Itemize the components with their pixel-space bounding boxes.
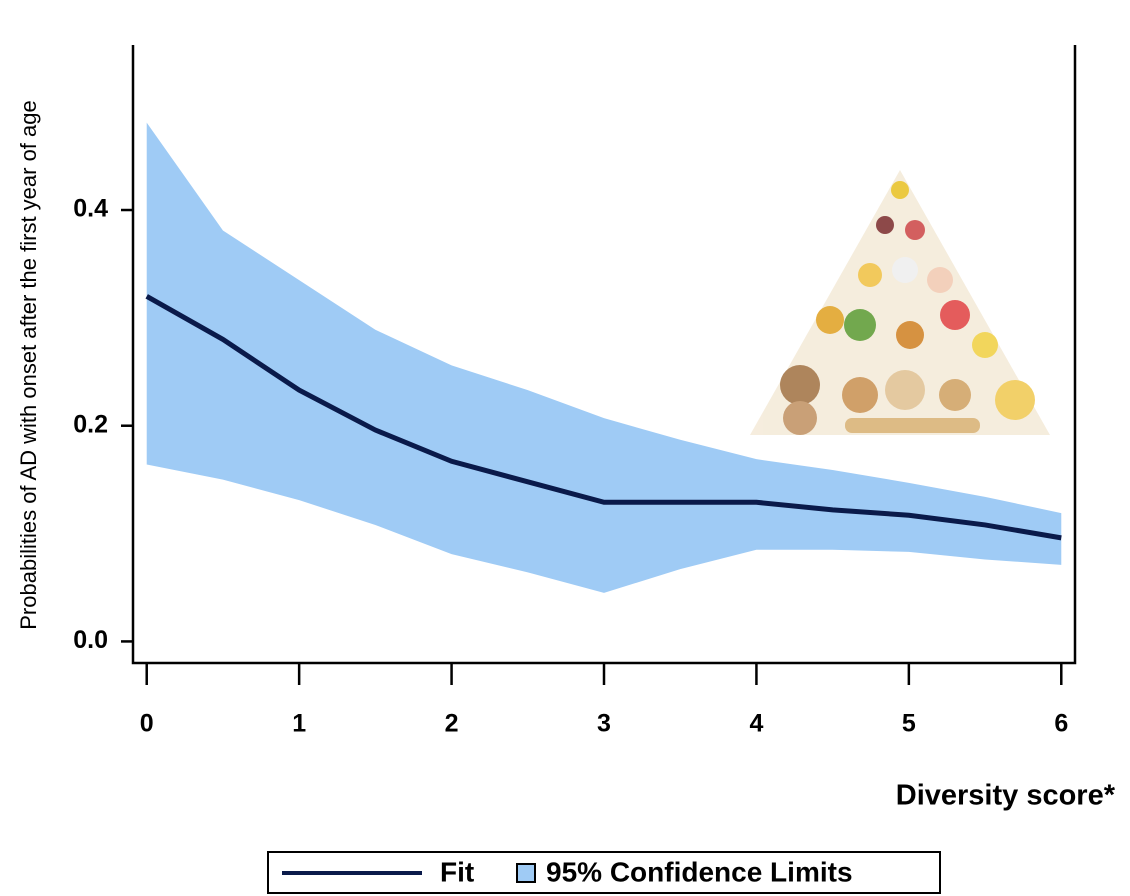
x-axis-label: Diversity score* (896, 780, 1116, 812)
x-tick-label: 2 (445, 710, 459, 738)
x-tick-label: 5 (902, 710, 916, 738)
legend-label: 95% Confidence Limits (546, 856, 853, 887)
x-tick-label: 0 (140, 710, 154, 738)
chart: Diversity score* Probabilities of AD wit… (0, 0, 1130, 896)
legend-label: Fit (440, 856, 474, 887)
y-axis-label: Probabilities of AD with onset after the… (16, 100, 41, 630)
x-tick-label: 4 (749, 710, 763, 738)
y-tick-label: 0.4 (73, 195, 108, 223)
x-tick-label: 3 (597, 710, 611, 738)
x-tick-label: 6 (1054, 710, 1068, 738)
legend: Fit 95% Confidence Limits (268, 852, 940, 893)
x-tick-label: 1 (292, 710, 306, 738)
y-tick-label: 0.2 (73, 410, 108, 438)
food-pyramid (750, 170, 1050, 435)
legend-swatch (517, 864, 535, 882)
y-tick-label: 0.0 (73, 626, 108, 654)
